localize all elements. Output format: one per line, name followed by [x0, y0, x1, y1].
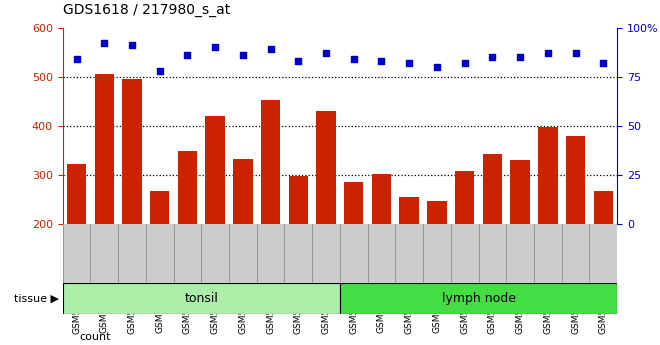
Point	[487, 54, 498, 60]
Point	[404, 60, 414, 66]
Text: count: count	[79, 333, 111, 342]
Point	[293, 58, 304, 64]
Bar	[178, 150, 197, 224]
Text: lymph node: lymph node	[442, 292, 515, 305]
Bar	[399, 197, 419, 224]
Bar	[205, 116, 225, 224]
Point	[265, 47, 276, 52]
Point	[321, 50, 331, 56]
Point	[182, 52, 193, 58]
Bar	[510, 160, 530, 224]
Bar	[538, 127, 558, 224]
Bar	[63, 283, 340, 314]
Bar	[316, 111, 336, 224]
Bar	[288, 176, 308, 224]
Bar	[427, 201, 447, 224]
Bar	[593, 191, 613, 224]
Bar	[233, 159, 253, 224]
Point	[348, 56, 359, 62]
Bar	[482, 155, 502, 224]
Point	[570, 50, 581, 56]
Text: tissue ▶: tissue ▶	[15, 294, 59, 303]
Bar	[344, 183, 364, 224]
Bar	[122, 79, 142, 224]
Point	[598, 60, 609, 66]
Point	[71, 56, 82, 62]
Bar	[340, 283, 617, 314]
Point	[543, 50, 553, 56]
Bar	[566, 136, 585, 224]
Point	[238, 52, 248, 58]
Point	[515, 54, 525, 60]
Bar	[150, 191, 170, 224]
Bar	[455, 171, 475, 224]
Point	[127, 42, 137, 48]
Point	[154, 68, 165, 73]
Bar	[261, 100, 280, 224]
Point	[432, 64, 442, 70]
Bar	[372, 174, 391, 224]
Text: GDS1618 / 217980_s_at: GDS1618 / 217980_s_at	[63, 3, 230, 17]
Bar	[94, 74, 114, 224]
Point	[210, 45, 220, 50]
Point	[99, 41, 110, 46]
Point	[376, 58, 387, 64]
Bar	[67, 164, 86, 224]
Point	[459, 60, 470, 66]
Text: tonsil: tonsil	[184, 292, 218, 305]
